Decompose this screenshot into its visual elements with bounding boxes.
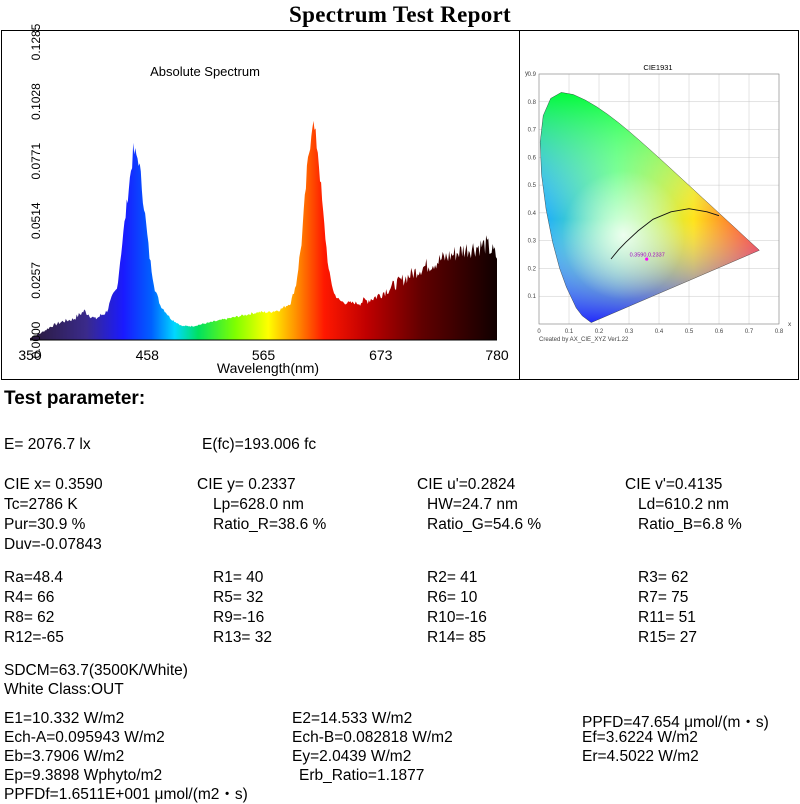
param-er: Er=4.5022 W/m2: [582, 748, 699, 765]
param-ppfd: PPFD=47.654 μmol/(m・s): [582, 714, 769, 731]
cie-x-tick: 0.5: [685, 329, 694, 335]
cie-x-tick: 0.1: [565, 329, 574, 335]
cie-y-tick: 0.7: [528, 128, 537, 134]
cie-x-axis-label: x: [788, 321, 792, 328]
param-r6: R6= 10: [427, 589, 478, 606]
spectrum-y-tick: 0.0257: [29, 262, 43, 299]
cie-x-tick: 0.6: [715, 329, 724, 335]
param-ef: Ef=3.6224 W/m2: [582, 729, 698, 746]
param-e1: E1=10.332 W/m2: [4, 710, 125, 727]
cie-gamut-white: [539, 92, 760, 323]
param-tc: Tc=2786 K: [4, 496, 78, 513]
planckian-locus: [610, 208, 720, 260]
spectrum-plot: [30, 120, 497, 341]
absolute-spectrum-chart: Absolute Spectrum 350 458 565 673 780 Waveleng…: [18, 23, 509, 376]
param-r3: R3= 62: [638, 569, 689, 586]
param-ratio-r: Ratio_R=38.6 %: [213, 516, 327, 533]
param-r10: R10=-16: [427, 609, 487, 626]
cie-x-tick: 0.2: [595, 329, 604, 335]
spectrum-y-tick: 0.1028: [29, 83, 43, 120]
param-ep: Ep=9.3898 Wphyto/m2: [4, 767, 163, 784]
cie-x-tick: 0.4: [655, 329, 664, 335]
cie-plot: CIE1931 0.3590,0.2337 0 0.1 0.2 0.3 0.4 0.5 0.6 0…: [525, 63, 792, 343]
param-erb-ratio: Erb_Ratio=1.1877: [299, 767, 425, 784]
param-r9: R9=-16: [213, 609, 265, 626]
cie-y-axis-label: y: [525, 70, 529, 77]
param-r2: R2= 41: [427, 569, 478, 586]
spectrum-x-tick: 350: [18, 347, 42, 363]
cie-y-tick: 0.4: [528, 211, 537, 217]
spectrum-y-tick: 0.0771: [29, 143, 43, 180]
spectrum-x-tick: 780: [485, 347, 509, 363]
chart-panels: [1, 30, 799, 380]
spectrum-x-tick: 565: [252, 347, 276, 363]
cie-frame: [538, 73, 780, 325]
cie-footer: Created by AX_CIE_XYZ Ver1.22: [539, 337, 629, 343]
param-ratio-g: Ratio_G=54.6 %: [427, 516, 542, 533]
param-ech-b: Ech-B=0.082818 W/m2: [292, 729, 453, 746]
param-r15: R15= 27: [638, 629, 698, 646]
param-lp: Lp=628.0 nm: [213, 496, 304, 513]
cie-y-tick: 0.1: [528, 294, 537, 300]
cie-y-tick: 0.9: [528, 72, 537, 78]
cie-title: CIE1931: [643, 63, 672, 72]
spectrum-y-tick: 0.1285: [29, 23, 43, 60]
param-r11: R11= 51: [638, 609, 696, 626]
cie-y-tick: 0.6: [528, 155, 537, 161]
param-r14: R14= 85: [427, 629, 487, 646]
panel-divider: [519, 31, 520, 379]
param-e2: E2=14.533 W/m2: [292, 710, 413, 727]
spectrum-x-tick: 458: [136, 347, 160, 363]
cie-point-label: 0.3590,0.2337: [630, 253, 665, 259]
cie-x-tick: 0.3: [625, 329, 634, 335]
param-cie-v: CIE v'=0.4135: [625, 476, 723, 493]
param-ey: Ey=2.0439 W/m2: [292, 748, 412, 765]
param-r4: R4= 66: [4, 589, 55, 606]
spectrum-area: [30, 120, 497, 341]
param-ld: Ld=610.2 nm: [638, 496, 729, 513]
cie-x-tick: 0.7: [745, 329, 754, 335]
param-cie-y: CIE y= 0.2337: [197, 476, 296, 493]
param-r8: R8= 62: [4, 609, 55, 626]
param-cie-x: CIE x= 0.3590: [4, 476, 103, 493]
cie1931-chart: CIE1931 0.3590,0.2337 0 0.1 0.2 0.3 0.4 0.5 0.6 0…: [525, 63, 792, 343]
cie-x-tick: 0: [537, 329, 541, 335]
param-r5: R5= 32: [213, 589, 264, 606]
param-pur: Pur=30.9 %: [4, 516, 86, 533]
spectrum-x-tick: 673: [369, 347, 393, 363]
param-r12: R12=-65: [4, 629, 64, 646]
param-ra: Ra=48.4: [4, 569, 64, 586]
cie-y-tick: 0.8: [528, 100, 537, 106]
cie-measured-point: [645, 257, 649, 261]
param-ratio-b: Ratio_B=6.8 %: [638, 516, 742, 533]
spectrum-title: Absolute Spectrum: [150, 64, 260, 79]
spectrum-y-tick: 0.0514: [29, 202, 43, 239]
param-r7: R7= 75: [638, 589, 689, 606]
param-ppfdf: PPFDf=1.6511E+001 μmol/(m2・s): [4, 786, 248, 803]
spectrum-axes: Absolute Spectrum 350 458 565 673 780 Waveleng…: [18, 23, 509, 376]
cie-y-tick: 0.5: [528, 183, 537, 189]
param-ech-a: Ech-A=0.095943 W/m2: [4, 729, 165, 746]
param-hw: HW=24.7 nm: [427, 496, 518, 513]
param-illuminance: E= 2076.7 lx: [4, 436, 91, 453]
param-cie-u: CIE u'=0.2824: [417, 476, 516, 493]
spectrum-y-tick: 0.0000: [29, 321, 43, 358]
param-illuminance-fc: E(fc)=193.006 fc: [202, 436, 317, 453]
param-r13: R13= 32: [213, 629, 273, 646]
param-white-class: White Class:OUT: [4, 681, 124, 698]
param-eb: Eb=3.7906 W/m2: [4, 748, 125, 765]
cie-x-tick: 0.8: [775, 329, 784, 335]
report-title: Spectrum Test Report: [289, 2, 511, 27]
cie-y-tick: 0.2: [528, 266, 537, 272]
cie-y-tick: 0.3: [528, 239, 537, 245]
param-duv: Duv=-0.07843: [4, 536, 102, 553]
spectrum-x-label: Wavelength(nm): [217, 360, 319, 376]
param-sdcm: SDCM=63.7(3500K/White): [4, 662, 188, 679]
param-r1: R1= 40: [213, 569, 264, 586]
test-parameter-heading: Test parameter:: [4, 388, 146, 409]
